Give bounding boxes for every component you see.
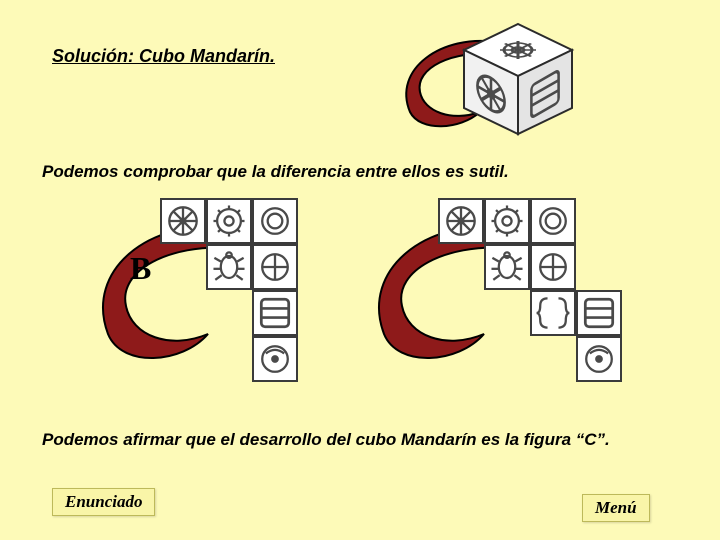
tile-ring [530, 198, 576, 244]
tile-circle-cross [252, 244, 298, 290]
cube-illustration [412, 14, 572, 142]
tile-wheel [438, 198, 484, 244]
tile-circle-dot [252, 336, 298, 382]
tile-circle-dot [576, 336, 622, 382]
tile-bars [576, 290, 622, 336]
tile-gear [484, 198, 530, 244]
net-label-b: B [130, 250, 151, 287]
paragraph-1: Podemos comprobar que la diferencia entr… [42, 162, 662, 182]
paragraph-2: Podemos afirmar que el desarrollo del cu… [42, 430, 662, 450]
tile-wheel [160, 198, 206, 244]
page-title: Solución: Cubo Mandarín. [52, 46, 275, 67]
tile-bug [206, 244, 252, 290]
tile-brace [530, 290, 576, 336]
tile-gear [206, 198, 252, 244]
cube-nets: B [110, 198, 630, 398]
enunciado-button[interactable]: Enunciado [52, 488, 155, 516]
tile-circle-cross [530, 244, 576, 290]
cube-icon [454, 20, 582, 140]
tile-ring [252, 198, 298, 244]
menu-button[interactable]: Menú [582, 494, 650, 522]
tile-bug [484, 244, 530, 290]
tile-bars [252, 290, 298, 336]
